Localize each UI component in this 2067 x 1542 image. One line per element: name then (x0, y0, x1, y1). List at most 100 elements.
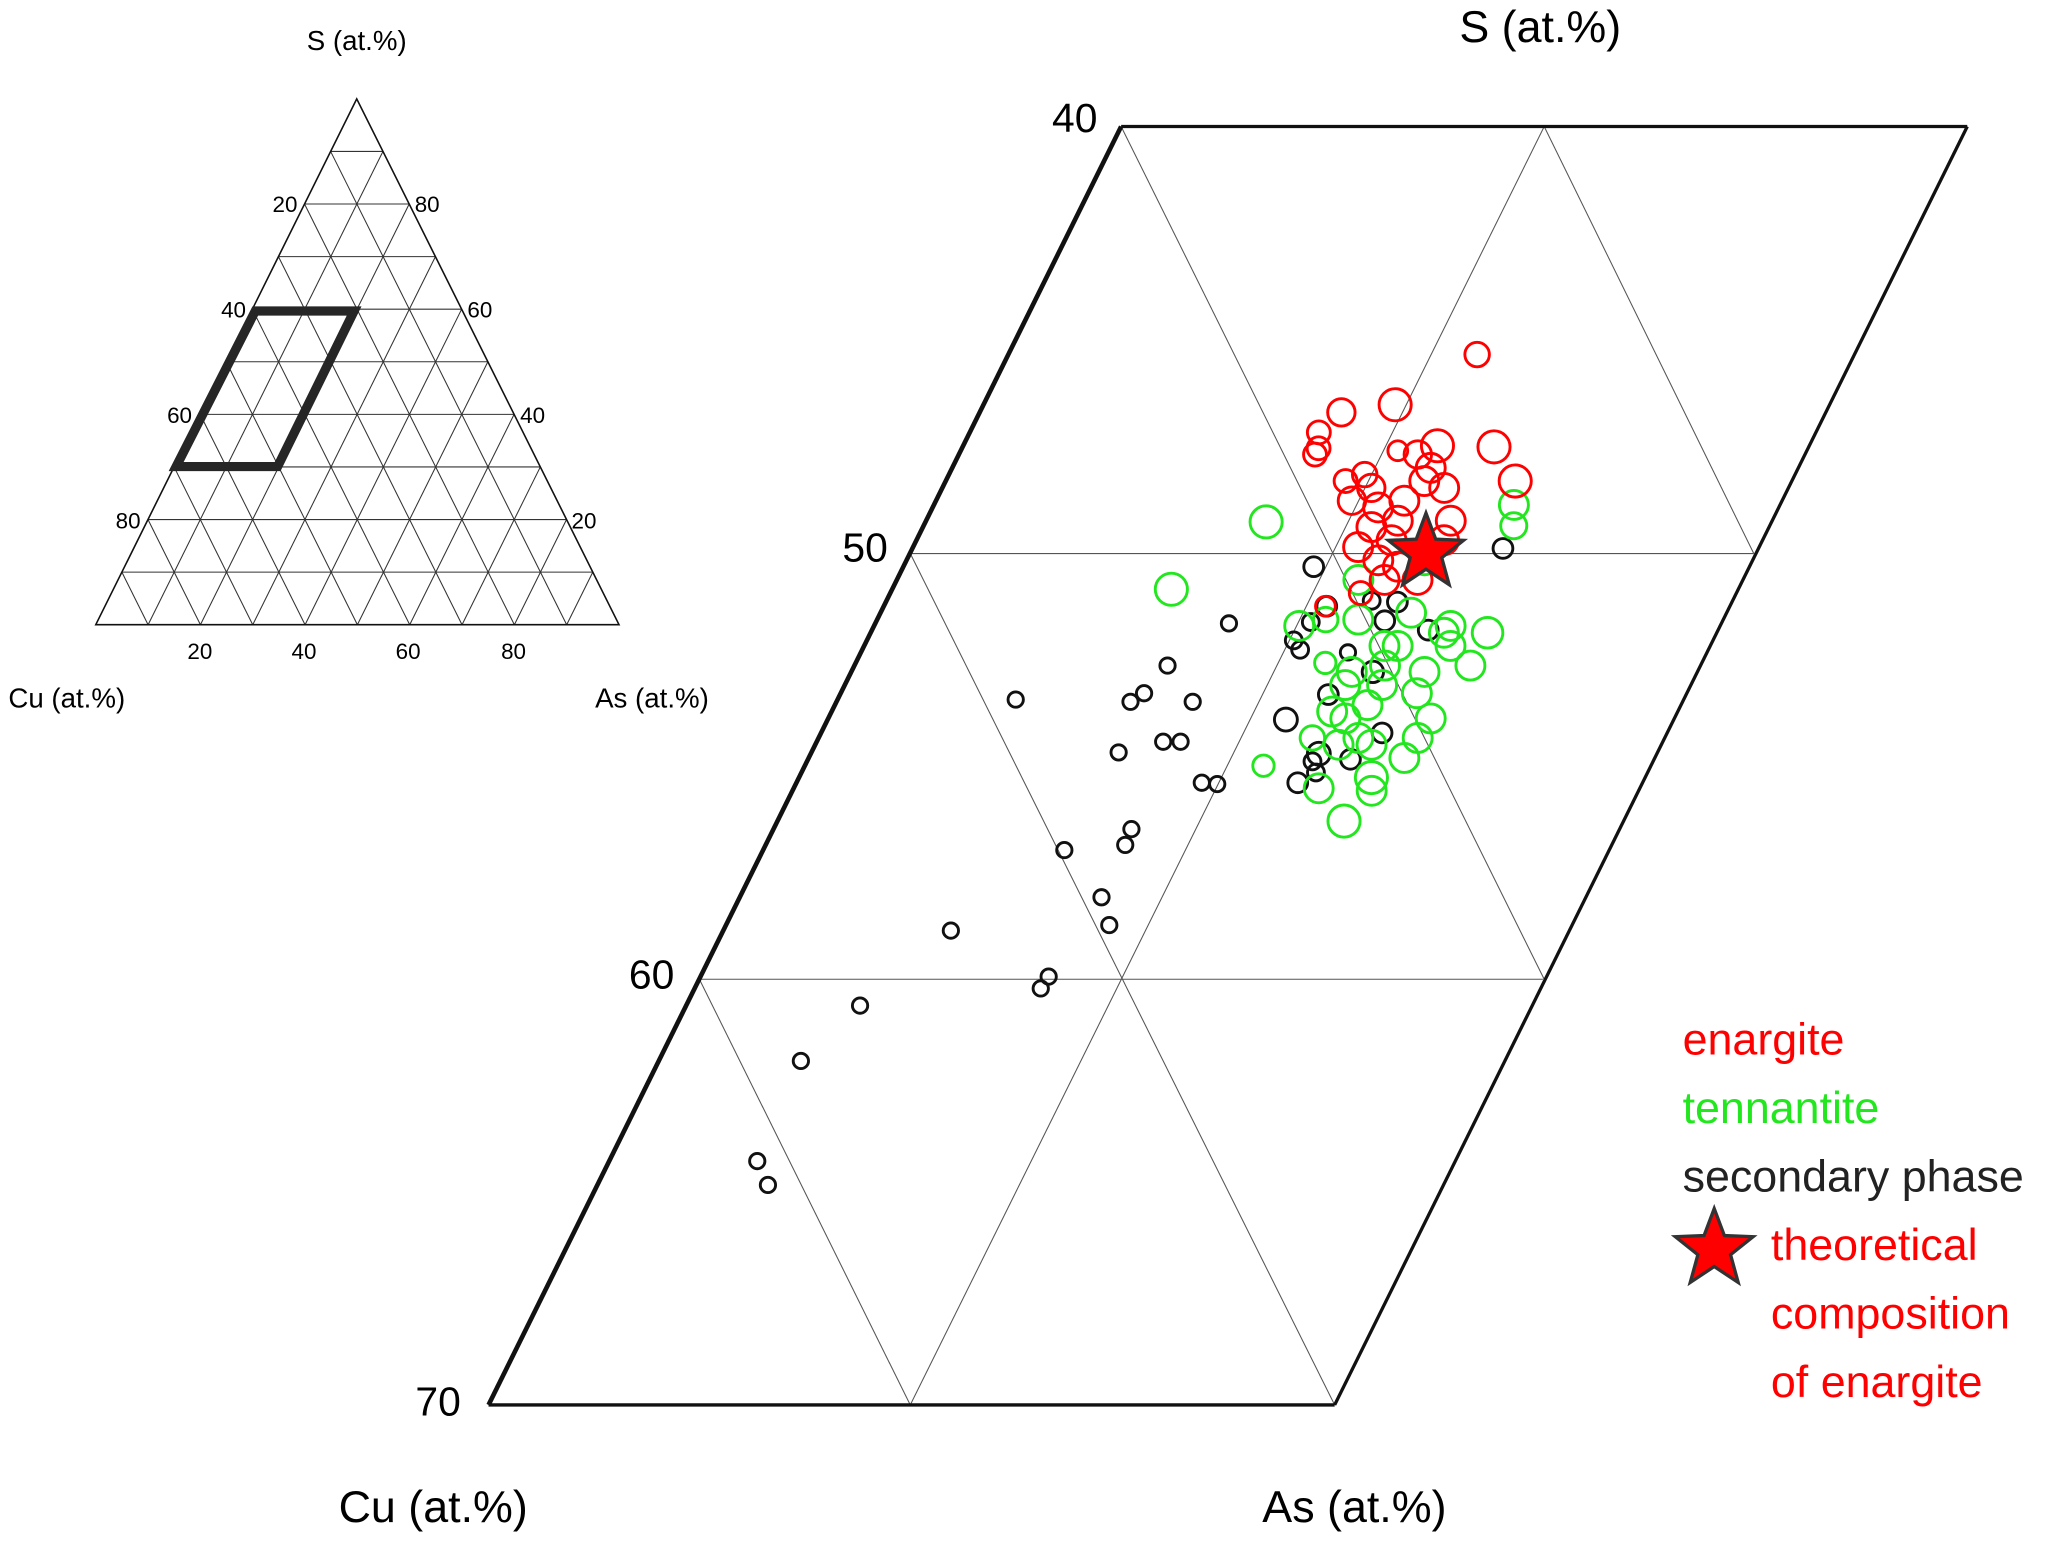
tennantite-point (1499, 511, 1529, 541)
tennantite-point (1342, 603, 1375, 636)
gridline (909, 553, 1336, 1406)
inset-zoom-region (168, 306, 362, 472)
inset-label-as: As (at.%) (595, 683, 709, 714)
tennantite-point (1316, 695, 1349, 728)
tennantite-point (1497, 488, 1530, 521)
tennantite-point (1153, 571, 1189, 607)
left-axis-tick: 40 (1052, 95, 1097, 141)
tennantite-point (1454, 649, 1487, 682)
inset-left-tick: 80 (116, 508, 141, 533)
enargite-point (1326, 397, 1357, 428)
secondary-phase-point (1134, 684, 1154, 703)
inset-gridline (225, 361, 358, 625)
inset-gridline (304, 203, 515, 625)
enargite-point (1428, 471, 1461, 504)
inset-gridline (277, 256, 463, 625)
data-points (748, 340, 1533, 1195)
inset-gridline (566, 571, 594, 625)
secondary-phase-point (1116, 835, 1135, 855)
inset-grid (121, 150, 594, 625)
gridline (1120, 126, 1545, 980)
enargite-point (1386, 439, 1410, 463)
gridline (698, 979, 911, 1406)
tennantite-point (1381, 629, 1414, 662)
gridline (1543, 126, 1755, 554)
secondary-phase-point (1306, 762, 1326, 783)
secondary-phase-point (850, 996, 870, 1015)
enargite-point (1434, 504, 1467, 537)
enargite-point (1356, 472, 1387, 504)
enargite-point (1381, 504, 1414, 537)
tennantite-point (1311, 605, 1340, 634)
secondary-phase-point (1154, 732, 1173, 751)
enargite-point (1332, 468, 1359, 494)
secondary-phase-point (748, 1152, 767, 1171)
tennantite-point (1283, 609, 1316, 642)
left-axis-tick: 50 (842, 524, 887, 570)
tennantite-point (1434, 609, 1467, 642)
tennantite-point (1400, 677, 1433, 710)
tennantite-point (1366, 669, 1399, 702)
main-label-s: S (at.%) (1459, 2, 1621, 52)
secondary-phase-point (791, 1051, 810, 1071)
enargite-point (1377, 387, 1413, 423)
tennantite-point (1298, 724, 1327, 752)
enargite-point (1362, 544, 1395, 577)
inset-right-tick: 20 (572, 508, 597, 533)
legend-star-icon (1670, 1203, 1758, 1287)
main-grid (698, 126, 1755, 1406)
secondary-phase-point (1338, 643, 1358, 662)
inset-bottom-tick: 20 (187, 639, 212, 664)
secondary-phase-point (1171, 732, 1190, 751)
legend-of-enargite: of enargite (1771, 1357, 1983, 1407)
enargite-point (1347, 580, 1374, 606)
secondary-phase-point (1183, 692, 1202, 711)
inset-left-tick: 40 (221, 298, 246, 323)
legend-enargite: enargite (1683, 1014, 1845, 1064)
tennantite-point (1313, 650, 1338, 676)
tennantite-point (1401, 721, 1434, 754)
secondary-phase-point (1055, 840, 1074, 860)
tennantite-point (1408, 655, 1441, 688)
secondary-phase-point (1092, 888, 1111, 907)
inset-right-tick: 40 (520, 403, 545, 428)
inset-bottom-tick: 80 (501, 639, 526, 664)
inset-right-tick: 60 (467, 298, 492, 323)
tennantite-point (1302, 772, 1335, 805)
legend-theoretical: theoretical (1771, 1220, 1978, 1270)
inset-gridline (121, 571, 149, 625)
secondary-phase-point (1300, 612, 1321, 632)
inset-label-cu: Cu (at.%) (8, 683, 125, 714)
legend-composition: composition (1771, 1288, 2010, 1338)
tennantite-point (1326, 803, 1362, 839)
tennantite-point (1427, 616, 1460, 649)
inset-gridline (252, 256, 436, 625)
enargite-point (1342, 531, 1375, 564)
tennantite-point (1368, 629, 1401, 662)
inset-gridline (330, 151, 568, 625)
secondary-phase-point (1006, 690, 1025, 709)
secondary-phase-point (1031, 979, 1050, 998)
secondary-phase-point (1286, 771, 1310, 795)
secondary-phase-point (1302, 555, 1326, 579)
inset-right-tick: 80 (415, 192, 440, 217)
gridline (909, 126, 1545, 1406)
tennantite-point (1342, 563, 1375, 596)
legend-secondary-phase: secondary phase (1683, 1151, 2024, 1201)
inset-ternary: S (at.%) Cu (at.%) As (at.%) 20 40 60 80… (8, 25, 708, 714)
enargite-point (1388, 484, 1421, 517)
secondary-phase-point (1316, 683, 1340, 706)
secondary-phase-point (1208, 774, 1227, 794)
tennantite-point (1248, 504, 1284, 540)
secondary-phase-point (1192, 773, 1211, 792)
enargite-point (1368, 563, 1401, 596)
tennantite-point (1329, 669, 1362, 702)
enargite-point (1402, 439, 1433, 470)
inset-bottom-tick: 40 (292, 639, 317, 664)
tennantite-point (1251, 753, 1276, 778)
secondary-phase-point (758, 1175, 778, 1195)
enargite-point (1314, 594, 1337, 618)
main-left-axis (486, 125, 1124, 1406)
secondary-phase-point (1121, 692, 1140, 711)
